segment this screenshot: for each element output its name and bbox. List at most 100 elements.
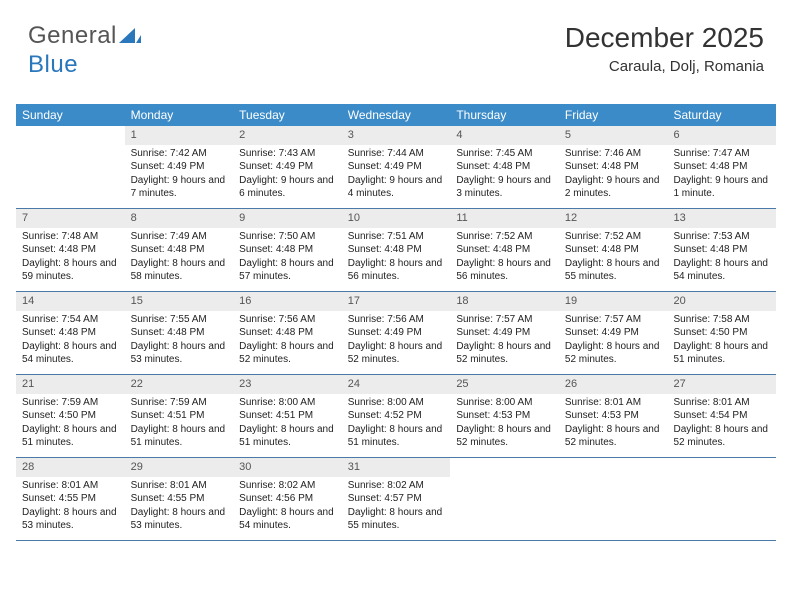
- sunrise-text: Sunrise: 7:51 AM: [348, 230, 445, 244]
- daylight-text: Daylight: 8 hours and 54 minutes.: [22, 340, 119, 367]
- day-number: 2: [233, 126, 342, 145]
- daylight-text: Daylight: 8 hours and 52 minutes.: [673, 423, 770, 450]
- day-number: 27: [667, 375, 776, 394]
- day-cell: 23Sunrise: 8:00 AMSunset: 4:51 PMDayligh…: [233, 375, 342, 457]
- daylight-text: Daylight: 8 hours and 59 minutes.: [22, 257, 119, 284]
- day-cell: 2Sunrise: 7:43 AMSunset: 4:49 PMDaylight…: [233, 126, 342, 208]
- weeks-container: 1Sunrise: 7:42 AMSunset: 4:49 PMDaylight…: [16, 126, 776, 541]
- sunset-text: Sunset: 4:55 PM: [22, 492, 119, 506]
- day-cell: 19Sunrise: 7:57 AMSunset: 4:49 PMDayligh…: [559, 292, 668, 374]
- day-cell: 24Sunrise: 8:00 AMSunset: 4:52 PMDayligh…: [342, 375, 451, 457]
- day-cell: 7 Sunrise: 7:48 AMSunset: 4:48 PMDaylight…: [16, 209, 125, 291]
- sunrise-text: Sunrise: 8:01 AM: [22, 479, 119, 493]
- daylight-text: Daylight: 8 hours and 58 minutes.: [131, 257, 228, 284]
- day-content: Sunrise: 8:01 AMSunset: 4:55 PMDaylight:…: [16, 477, 125, 537]
- day-cell: 26Sunrise: 8:01 AMSunset: 4:53 PMDayligh…: [559, 375, 668, 457]
- day-number: 3: [342, 126, 451, 145]
- day-content: Sunrise: 7:50 AMSunset: 4:48 PMDaylight:…: [233, 228, 342, 288]
- day-content: Sunrise: 7:58 AMSunset: 4:50 PMDaylight:…: [667, 311, 776, 371]
- weekday-header-row: Sunday Monday Tuesday Wednesday Thursday…: [16, 104, 776, 126]
- daylight-text: Daylight: 9 hours and 6 minutes.: [239, 174, 336, 201]
- day-number: 14: [16, 292, 125, 311]
- week-row: 21Sunrise: 7:59 AMSunset: 4:50 PMDayligh…: [16, 375, 776, 458]
- sunrise-text: Sunrise: 7:59 AM: [131, 396, 228, 410]
- sunrise-text: Sunrise: 7:52 AM: [565, 230, 662, 244]
- location-label: Caraula, Dolj, Romania: [565, 58, 764, 75]
- daylight-text: Daylight: 8 hours and 52 minutes.: [239, 340, 336, 367]
- day-number: 21: [16, 375, 125, 394]
- sunset-text: Sunset: 4:49 PM: [348, 160, 445, 174]
- day-number: 13: [667, 209, 776, 228]
- day-number: 9: [233, 209, 342, 228]
- daylight-text: Daylight: 9 hours and 2 minutes.: [565, 174, 662, 201]
- daylight-text: Daylight: 8 hours and 54 minutes.: [673, 257, 770, 284]
- sunset-text: Sunset: 4:49 PM: [565, 326, 662, 340]
- day-cell: 27Sunrise: 8:01 AMSunset: 4:54 PMDayligh…: [667, 375, 776, 457]
- day-content: Sunrise: 7:52 AMSunset: 4:48 PMDaylight:…: [450, 228, 559, 288]
- day-number: 20: [667, 292, 776, 311]
- day-cell: 22Sunrise: 7:59 AMSunset: 4:51 PMDayligh…: [125, 375, 234, 457]
- day-cell: 8Sunrise: 7:49 AMSunset: 4:48 PMDaylight…: [125, 209, 234, 291]
- day-cell: 16Sunrise: 7:56 AMSunset: 4:48 PMDayligh…: [233, 292, 342, 374]
- daylight-text: Daylight: 8 hours and 56 minutes.: [348, 257, 445, 284]
- weekday-monday: Monday: [125, 104, 234, 126]
- day-cell: 17Sunrise: 7:56 AMSunset: 4:49 PMDayligh…: [342, 292, 451, 374]
- sunrise-text: Sunrise: 8:02 AM: [239, 479, 336, 493]
- daylight-text: Daylight: 8 hours and 56 minutes.: [456, 257, 553, 284]
- sunset-text: Sunset: 4:51 PM: [239, 409, 336, 423]
- sunset-text: Sunset: 4:52 PM: [348, 409, 445, 423]
- day-content: Sunrise: 7:46 AMSunset: 4:48 PMDaylight:…: [559, 145, 668, 205]
- sunrise-text: Sunrise: 8:00 AM: [456, 396, 553, 410]
- day-number: 12: [559, 209, 668, 228]
- day-content: Sunrise: 7:51 AMSunset: 4:48 PMDaylight:…: [342, 228, 451, 288]
- day-number: [667, 458, 776, 462]
- sunset-text: Sunset: 4:53 PM: [456, 409, 553, 423]
- sunset-text: Sunset: 4:48 PM: [239, 243, 336, 257]
- day-content: Sunrise: 7:49 AMSunset: 4:48 PMDaylight:…: [125, 228, 234, 288]
- week-row: 14Sunrise: 7:54 AMSunset: 4:48 PMDayligh…: [16, 292, 776, 375]
- day-number: 23: [233, 375, 342, 394]
- sunrise-text: Sunrise: 8:01 AM: [673, 396, 770, 410]
- logo-text-1: General: [28, 22, 117, 49]
- header: December 2025 Caraula, Dolj, Romania: [565, 22, 764, 75]
- day-number: 6: [667, 126, 776, 145]
- daylight-text: Daylight: 8 hours and 57 minutes.: [239, 257, 336, 284]
- sunrise-text: Sunrise: 7:59 AM: [22, 396, 119, 410]
- day-content: Sunrise: 7:59 AMSunset: 4:51 PMDaylight:…: [125, 394, 234, 454]
- daylight-text: Daylight: 8 hours and 53 minutes.: [131, 340, 228, 367]
- sunset-text: Sunset: 4:50 PM: [673, 326, 770, 340]
- day-number: 22: [125, 375, 234, 394]
- weekday-sunday: Sunday: [16, 104, 125, 126]
- day-cell: 21Sunrise: 7:59 AMSunset: 4:50 PMDayligh…: [16, 375, 125, 457]
- daylight-text: Daylight: 9 hours and 3 minutes.: [456, 174, 553, 201]
- sunset-text: Sunset: 4:48 PM: [565, 160, 662, 174]
- sunrise-text: Sunrise: 7:56 AM: [239, 313, 336, 327]
- sunset-text: Sunset: 4:49 PM: [239, 160, 336, 174]
- sunrise-text: Sunrise: 8:01 AM: [131, 479, 228, 493]
- day-content: Sunrise: 8:02 AMSunset: 4:57 PMDaylight:…: [342, 477, 451, 537]
- sunrise-text: Sunrise: 8:00 AM: [239, 396, 336, 410]
- day-cell: 10Sunrise: 7:51 AMSunset: 4:48 PMDayligh…: [342, 209, 451, 291]
- day-content: Sunrise: 7:54 AMSunset: 4:48 PMDaylight:…: [16, 311, 125, 371]
- day-cell: [667, 458, 776, 540]
- weekday-wednesday: Wednesday: [342, 104, 451, 126]
- day-content: Sunrise: 7:45 AMSunset: 4:48 PMDaylight:…: [450, 145, 559, 205]
- day-cell: 6Sunrise: 7:47 AMSunset: 4:48 PMDaylight…: [667, 126, 776, 208]
- day-content: Sunrise: 8:01 AMSunset: 4:53 PMDaylight:…: [559, 394, 668, 454]
- day-number: 7: [16, 209, 125, 228]
- sunset-text: Sunset: 4:48 PM: [239, 326, 336, 340]
- sunrise-text: Sunrise: 8:00 AM: [348, 396, 445, 410]
- weekday-saturday: Saturday: [667, 104, 776, 126]
- sunrise-text: Sunrise: 7:48 AM: [22, 230, 119, 244]
- sunrise-text: Sunrise: 7:45 AM: [456, 147, 553, 161]
- sunset-text: Sunset: 4:48 PM: [131, 326, 228, 340]
- day-number: 19: [559, 292, 668, 311]
- sunset-text: Sunset: 4:48 PM: [22, 243, 119, 257]
- daylight-text: Daylight: 8 hours and 51 minutes.: [22, 423, 119, 450]
- day-number: [559, 458, 668, 462]
- day-content: Sunrise: 7:42 AMSunset: 4:49 PMDaylight:…: [125, 145, 234, 205]
- day-cell: 29Sunrise: 8:01 AMSunset: 4:55 PMDayligh…: [125, 458, 234, 540]
- daylight-text: Daylight: 8 hours and 54 minutes.: [239, 506, 336, 533]
- sunrise-text: Sunrise: 7:57 AM: [456, 313, 553, 327]
- day-content: Sunrise: 7:56 AMSunset: 4:48 PMDaylight:…: [233, 311, 342, 371]
